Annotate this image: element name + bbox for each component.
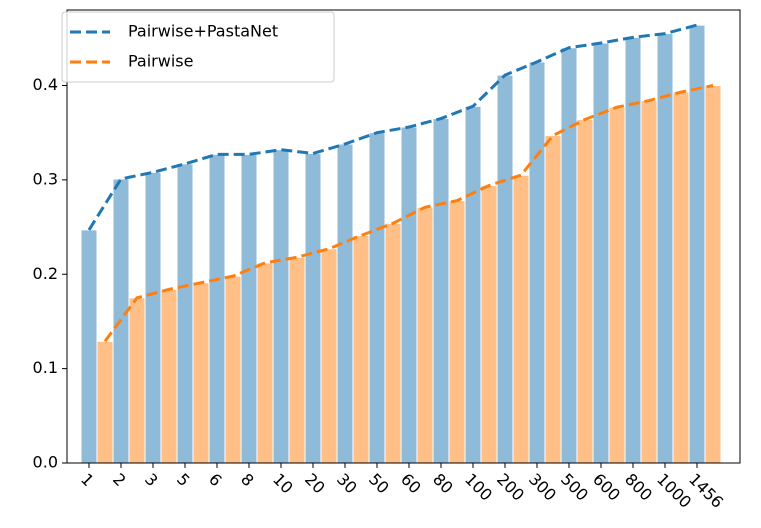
bar xyxy=(80,229,98,464)
bar xyxy=(432,118,450,464)
line xyxy=(103,84,714,343)
x-tick-label: 2 xyxy=(109,470,130,491)
x-tick-label: 50 xyxy=(365,470,393,498)
bar xyxy=(272,149,290,464)
bar xyxy=(96,340,114,464)
bar xyxy=(208,153,226,464)
bar xyxy=(512,174,530,464)
x-tick-label: 6 xyxy=(205,470,226,491)
y-tick-label: 0.4 xyxy=(33,75,58,94)
line xyxy=(87,23,698,231)
x-tick-label: 80 xyxy=(429,470,457,498)
axes-frame xyxy=(66,9,741,464)
x-tick-label: 30 xyxy=(333,470,361,498)
bar xyxy=(320,248,338,464)
y-tick-label: 0.0 xyxy=(33,453,58,472)
legend-label: Pairwise+PastaNet xyxy=(128,22,278,41)
y-tick-label: 0.2 xyxy=(33,264,58,283)
x-tick-label: 1 xyxy=(77,470,98,491)
x-tick-label: 200 xyxy=(493,470,528,505)
x-tick-label: 100 xyxy=(461,470,496,505)
bar xyxy=(176,163,194,464)
bar xyxy=(464,105,482,464)
bar xyxy=(240,153,258,464)
x-tick-label: 3 xyxy=(141,470,162,491)
bar xyxy=(528,61,546,464)
legend-box xyxy=(61,11,335,83)
bar xyxy=(576,118,594,464)
bar xyxy=(448,200,466,464)
bar xyxy=(560,47,578,464)
x-tick-label: 800 xyxy=(621,470,656,505)
bar xyxy=(192,282,210,464)
x-tick-label: 1000 xyxy=(653,470,695,512)
bar xyxy=(160,288,178,464)
bar xyxy=(672,91,690,464)
bar xyxy=(624,36,642,464)
x-tick-label: 300 xyxy=(525,470,560,505)
bar xyxy=(416,206,434,464)
bar xyxy=(368,132,386,464)
bar xyxy=(224,275,242,464)
y-tick-label: 0.1 xyxy=(33,358,58,377)
bar xyxy=(656,33,674,464)
bar xyxy=(608,106,626,464)
bar xyxy=(304,152,322,464)
x-tick-label: 500 xyxy=(557,470,592,505)
x-tick-label: 1456 xyxy=(685,470,727,512)
x-tick-label: 600 xyxy=(589,470,624,505)
y-tick-label: 0.3 xyxy=(33,169,58,188)
bar xyxy=(496,74,514,464)
x-tick-label: 60 xyxy=(397,470,425,498)
x-tick-label: 8 xyxy=(237,470,258,491)
bar xyxy=(384,222,402,464)
bar xyxy=(288,256,306,464)
bar xyxy=(336,143,354,464)
legend-label: Pairwise xyxy=(128,52,193,71)
bar xyxy=(704,85,722,464)
bar xyxy=(144,171,162,464)
bar xyxy=(400,126,418,464)
x-tick-label: 5 xyxy=(173,470,194,491)
x-tick-label: 10 xyxy=(269,470,297,498)
bar xyxy=(544,135,562,464)
bar xyxy=(592,42,610,464)
bar xyxy=(256,262,274,464)
x-tick-label: 20 xyxy=(301,470,329,498)
bar xyxy=(640,100,658,464)
bar xyxy=(352,235,370,464)
bar xyxy=(480,185,498,464)
bar xyxy=(128,297,146,464)
